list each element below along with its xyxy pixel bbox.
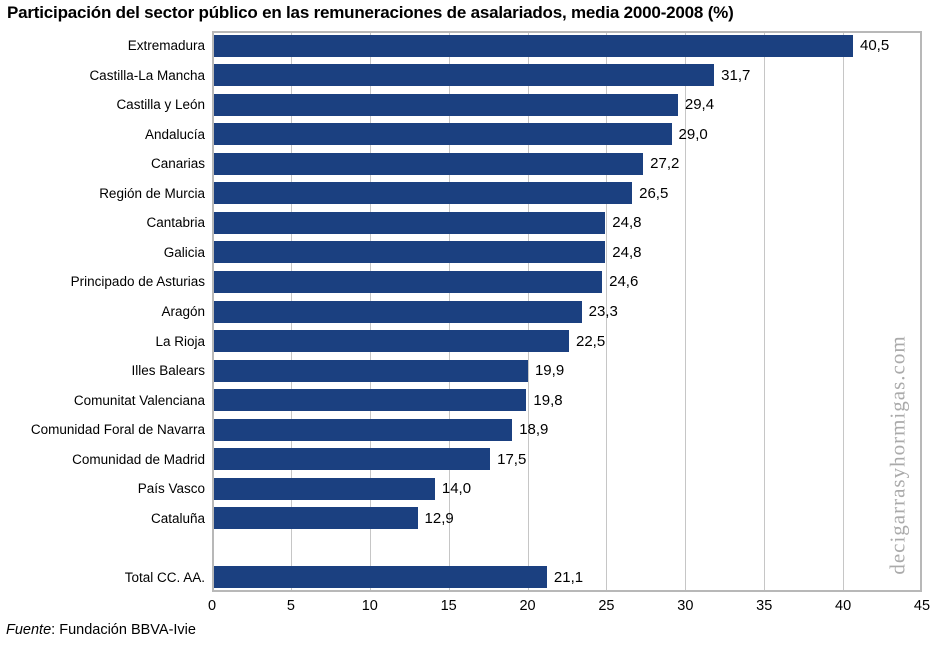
category-label: Principado de Asturias: [70, 274, 205, 290]
x-tick-label: 30: [677, 598, 694, 614]
value-label: 24,6: [609, 273, 639, 291]
value-label: 14,0: [441, 480, 472, 498]
category-label: Galicia: [163, 244, 205, 260]
value-label: 12,9: [424, 509, 454, 527]
gridline: [685, 33, 687, 590]
value-label: 29,4: [684, 96, 715, 114]
x-tick-label: 25: [598, 598, 615, 614]
category-label: Comunitat Valenciana: [73, 392, 205, 408]
category-label: Cantabria: [146, 215, 205, 231]
bar: [214, 241, 606, 264]
category-label: Cataluña: [150, 510, 205, 526]
bar: [214, 64, 715, 87]
category-label: Extremadura: [127, 38, 205, 54]
gridline: [843, 33, 845, 590]
x-tick-label: 0: [207, 598, 217, 614]
bar: [214, 270, 603, 293]
x-tick-label: 5: [286, 598, 295, 614]
category-label: Canarias: [150, 156, 205, 172]
value-label: 21,1: [553, 568, 584, 586]
bar: [214, 34, 853, 57]
category-label: Comunidad Foral de Navarra: [30, 422, 205, 438]
category-label: Región de Murcia: [99, 185, 205, 201]
source-note: Fuente: Fundación BBVA-Ivie: [6, 622, 196, 638]
x-tick-label: 15: [440, 598, 457, 614]
value-label: 29,0: [678, 125, 708, 143]
value-label: 31,7: [721, 66, 751, 84]
bar: [214, 507, 418, 530]
category-label: Total CC. AA.: [124, 569, 205, 585]
value-label: 24,8: [612, 214, 642, 232]
category-label: Illes Balears: [131, 363, 205, 379]
bar: [214, 123, 672, 146]
category-label: Comunidad de Madrid: [72, 451, 205, 467]
value-label: 19,9: [534, 362, 565, 380]
x-tick-label: 45: [913, 598, 931, 614]
bar: [214, 211, 606, 234]
bar: [214, 152, 644, 175]
category-label: País Vasco: [137, 481, 205, 497]
bar: [214, 330, 569, 353]
bar: [214, 389, 527, 412]
source-prefix: Fuente: [6, 622, 52, 638]
value-label: 27,2: [650, 155, 680, 173]
bar: [214, 359, 528, 382]
value-label: 23,3: [588, 302, 618, 320]
category-label: Aragón: [161, 303, 205, 319]
value-label: 24,8: [612, 243, 642, 261]
value-label: 19,8: [533, 391, 563, 409]
gridline: [764, 33, 766, 590]
category-label: Castilla-La Mancha: [89, 67, 205, 83]
bar: [214, 448, 491, 471]
bar: [214, 93, 678, 116]
x-tick-label: 10: [361, 598, 378, 614]
value-label: 22,5: [576, 332, 606, 350]
value-label: 17,5: [497, 450, 527, 468]
bar: [214, 566, 547, 589]
category-label: Andalucía: [144, 126, 205, 142]
chart-title: Participación del sector público en las …: [7, 3, 734, 22]
x-tick-label: 20: [519, 598, 536, 614]
bar: [214, 418, 513, 441]
category-label: Castilla y León: [116, 97, 205, 113]
x-tick-label: 40: [835, 598, 852, 614]
bar: [214, 300, 582, 323]
bar: [214, 182, 633, 205]
value-label: 40,5: [860, 37, 890, 55]
watermark-text: decigarrasyhormigas.com: [885, 335, 910, 575]
bar: [214, 477, 435, 500]
value-label: 18,9: [519, 421, 549, 439]
x-tick-label: 35: [756, 598, 773, 614]
gridline: [606, 33, 608, 590]
source-text: : Fundación BBVA-Ivie: [51, 622, 196, 638]
value-label: 26,5: [639, 184, 669, 202]
category-label: La Rioja: [155, 333, 205, 349]
